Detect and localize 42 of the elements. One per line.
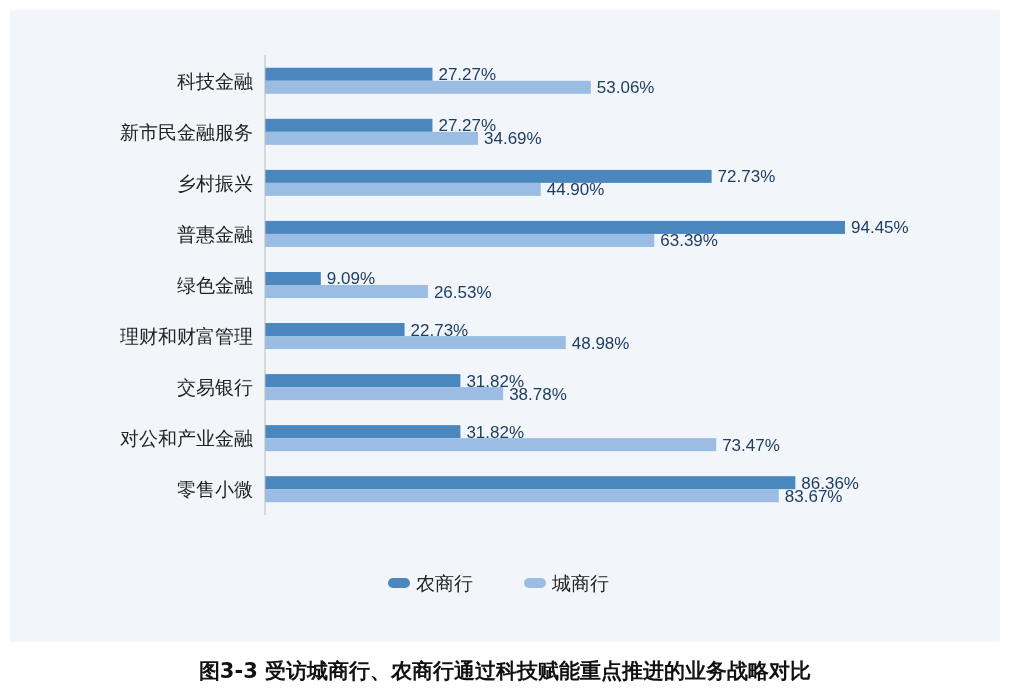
legend-label: 城商行 xyxy=(551,572,609,594)
bar xyxy=(265,387,504,401)
y-tick-label: 普惠金融 xyxy=(177,222,253,245)
bar xyxy=(265,438,717,452)
data-label: 31.82% xyxy=(466,422,525,442)
y-tick-label: 对公和产业金融 xyxy=(120,427,253,450)
data-label: 73.47% xyxy=(722,435,780,455)
bar xyxy=(265,233,655,247)
bar xyxy=(265,80,591,94)
data-label: 9.09% xyxy=(326,269,376,289)
bar xyxy=(265,489,779,503)
data-label: 44.90% xyxy=(546,180,605,200)
y-tick-label: 交易银行 xyxy=(177,376,253,399)
data-label: 63.39% xyxy=(660,231,718,251)
data-label: 94.45% xyxy=(851,218,909,238)
bar xyxy=(265,182,541,196)
data-label: 53.06% xyxy=(596,78,655,98)
bar xyxy=(265,271,321,285)
bar xyxy=(265,220,845,234)
y-tick-label: 理财和财富管理 xyxy=(120,325,253,348)
data-label: 48.98% xyxy=(571,333,630,353)
legend-label: 农商行 xyxy=(416,572,473,594)
bar xyxy=(265,285,428,299)
y-tick-label: 乡村振兴 xyxy=(177,171,253,194)
bar xyxy=(265,425,461,439)
y-tick-label: 科技金融 xyxy=(177,69,253,92)
bar xyxy=(265,323,405,337)
bar xyxy=(265,336,566,350)
bar xyxy=(265,118,433,132)
data-label: 72.73% xyxy=(717,167,776,187)
bar xyxy=(265,169,712,183)
y-tick-label: 新市民金融服务 xyxy=(120,120,253,143)
y-tick-label: 零售小微 xyxy=(177,478,253,501)
text: 图3-3 受访城商行、农商行通过科技赋能重点推进的业务战略对比 xyxy=(198,659,812,683)
data-label: 27.27% xyxy=(438,65,497,85)
bar xyxy=(265,67,433,81)
data-label: 26.53% xyxy=(433,282,492,302)
bar xyxy=(265,476,796,490)
bar xyxy=(265,131,479,145)
y-tick-label: 绿色金融 xyxy=(177,274,253,296)
bar xyxy=(265,374,461,388)
data-label: 22.73% xyxy=(410,320,469,340)
